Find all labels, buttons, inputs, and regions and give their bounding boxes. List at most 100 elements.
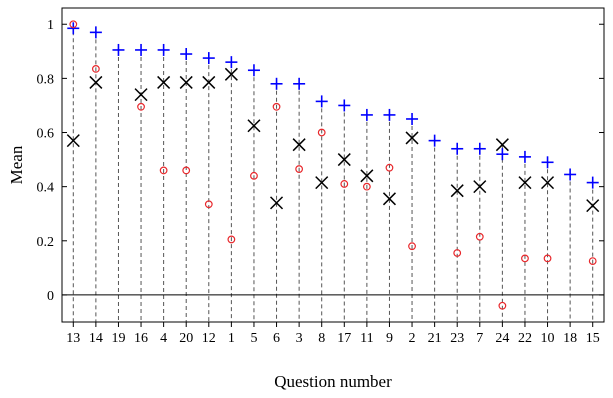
plus-marker <box>293 77 306 90</box>
plus-marker <box>518 150 531 163</box>
x-tick-label: 3 <box>296 331 303 346</box>
y-tick-label: 0.2 <box>37 235 55 250</box>
circle-marker <box>159 166 168 175</box>
circle-marker <box>362 182 371 191</box>
cross-marker-b <box>405 131 419 145</box>
plus-marker <box>247 64 260 77</box>
cross-marker-b <box>315 176 329 190</box>
cross-marker-b <box>337 153 351 167</box>
cross-marker-b <box>586 199 600 213</box>
x-tick-label: 9 <box>386 331 393 346</box>
cross-marker <box>134 88 148 102</box>
plus-marker <box>451 142 464 155</box>
cross-marker <box>473 180 487 194</box>
circle-marker <box>204 200 213 209</box>
cross-marker <box>518 176 532 190</box>
plus-marker <box>541 156 554 169</box>
cross-marker <box>382 192 396 206</box>
cross-marker-b <box>270 196 284 210</box>
cross-marker <box>450 184 464 198</box>
x-tick-label: 4 <box>160 331 167 346</box>
cross-marker-b <box>134 88 148 102</box>
data-markers <box>66 20 600 310</box>
cross-marker-b <box>247 119 261 133</box>
circle-marker <box>408 242 416 251</box>
cross-marker <box>337 153 351 167</box>
cross-marker-b <box>450 184 464 198</box>
plus-marker <box>89 26 102 39</box>
x-tick-label: 11 <box>360 331 373 346</box>
x-tick-label: 14 <box>89 331 103 346</box>
circle-marker <box>272 102 281 111</box>
x-tick-label: 17 <box>337 331 351 346</box>
cross-marker <box>179 75 193 89</box>
y-tick-label: 0 <box>47 289 54 304</box>
circle-marker <box>385 163 394 172</box>
plus-marker <box>383 108 396 121</box>
y-tick-label: 1 <box>47 18 54 33</box>
circle-marker <box>250 171 258 180</box>
circle-marker <box>91 65 100 73</box>
plus-marker <box>360 108 373 121</box>
x-tick-label: 18 <box>563 331 577 346</box>
x-tick-label: 5 <box>250 331 257 346</box>
x-tick-label: 8 <box>318 331 325 346</box>
plot-frame <box>61 7 605 323</box>
cross-marker-b <box>292 138 306 152</box>
cross-marker <box>360 169 374 183</box>
circle-marker <box>227 235 236 244</box>
x-tick-label: 21 <box>428 331 442 346</box>
plus-marker <box>135 43 148 56</box>
plus-marker <box>586 176 599 189</box>
x-axis-title: Question number <box>274 372 392 391</box>
cross-marker <box>89 75 103 89</box>
circle-marker <box>498 301 507 310</box>
plus-marker <box>157 43 170 56</box>
cross-marker-b <box>382 192 396 206</box>
y-tick-label: 0.4 <box>37 181 55 196</box>
x-tick-label: 23 <box>450 331 464 346</box>
plus-marker <box>315 95 328 108</box>
x-tick-label: 6 <box>273 331 280 346</box>
plus-marker <box>202 52 215 65</box>
cross-marker <box>541 176 555 190</box>
y-axis: 0 0.2 0.4 0.6 0.8 1 <box>37 18 604 304</box>
plus-marker <box>225 56 238 69</box>
cross-marker-b <box>179 75 193 89</box>
plus-marker <box>338 99 351 112</box>
x-axis: 13 14 19 16 4 20 12 1 5 6 3 8 17 11 9 2 21 23 7 24 22 10 18 15 <box>66 322 600 346</box>
circle-marker <box>295 165 304 173</box>
y-tick-label: 0.6 <box>37 127 55 142</box>
circle-marker <box>521 254 529 263</box>
x-tick-label: 20 <box>179 331 193 346</box>
circle-marker <box>475 232 484 241</box>
cross-marker <box>405 131 419 145</box>
cross-marker <box>495 138 509 152</box>
cross-marker-b <box>89 75 103 89</box>
plus-marker <box>112 43 125 56</box>
circle-marker <box>182 166 191 175</box>
x-tick-label: 19 <box>111 331 125 346</box>
plus-marker <box>270 77 283 90</box>
x-tick-label: 2 <box>409 331 416 346</box>
plus-marker <box>67 22 80 35</box>
cross-marker <box>270 196 284 210</box>
circle-marker <box>543 254 552 263</box>
cross-marker-b <box>518 176 532 190</box>
cross-marker-b <box>66 134 80 148</box>
plus-marker <box>180 48 193 61</box>
cross-marker-b <box>157 75 171 89</box>
cross-marker <box>315 176 329 190</box>
x-tick-label: 15 <box>586 331 600 346</box>
circle-marker <box>69 20 78 29</box>
stem-lines <box>72 24 594 322</box>
y-tick-label: 0.8 <box>37 72 55 87</box>
cross-marker-b <box>202 75 216 89</box>
cross-marker <box>586 199 600 213</box>
plus-marker <box>496 148 509 161</box>
x-tick-label: 13 <box>66 331 80 346</box>
cross-marker <box>292 138 306 152</box>
x-tick-label: 16 <box>134 331 148 346</box>
